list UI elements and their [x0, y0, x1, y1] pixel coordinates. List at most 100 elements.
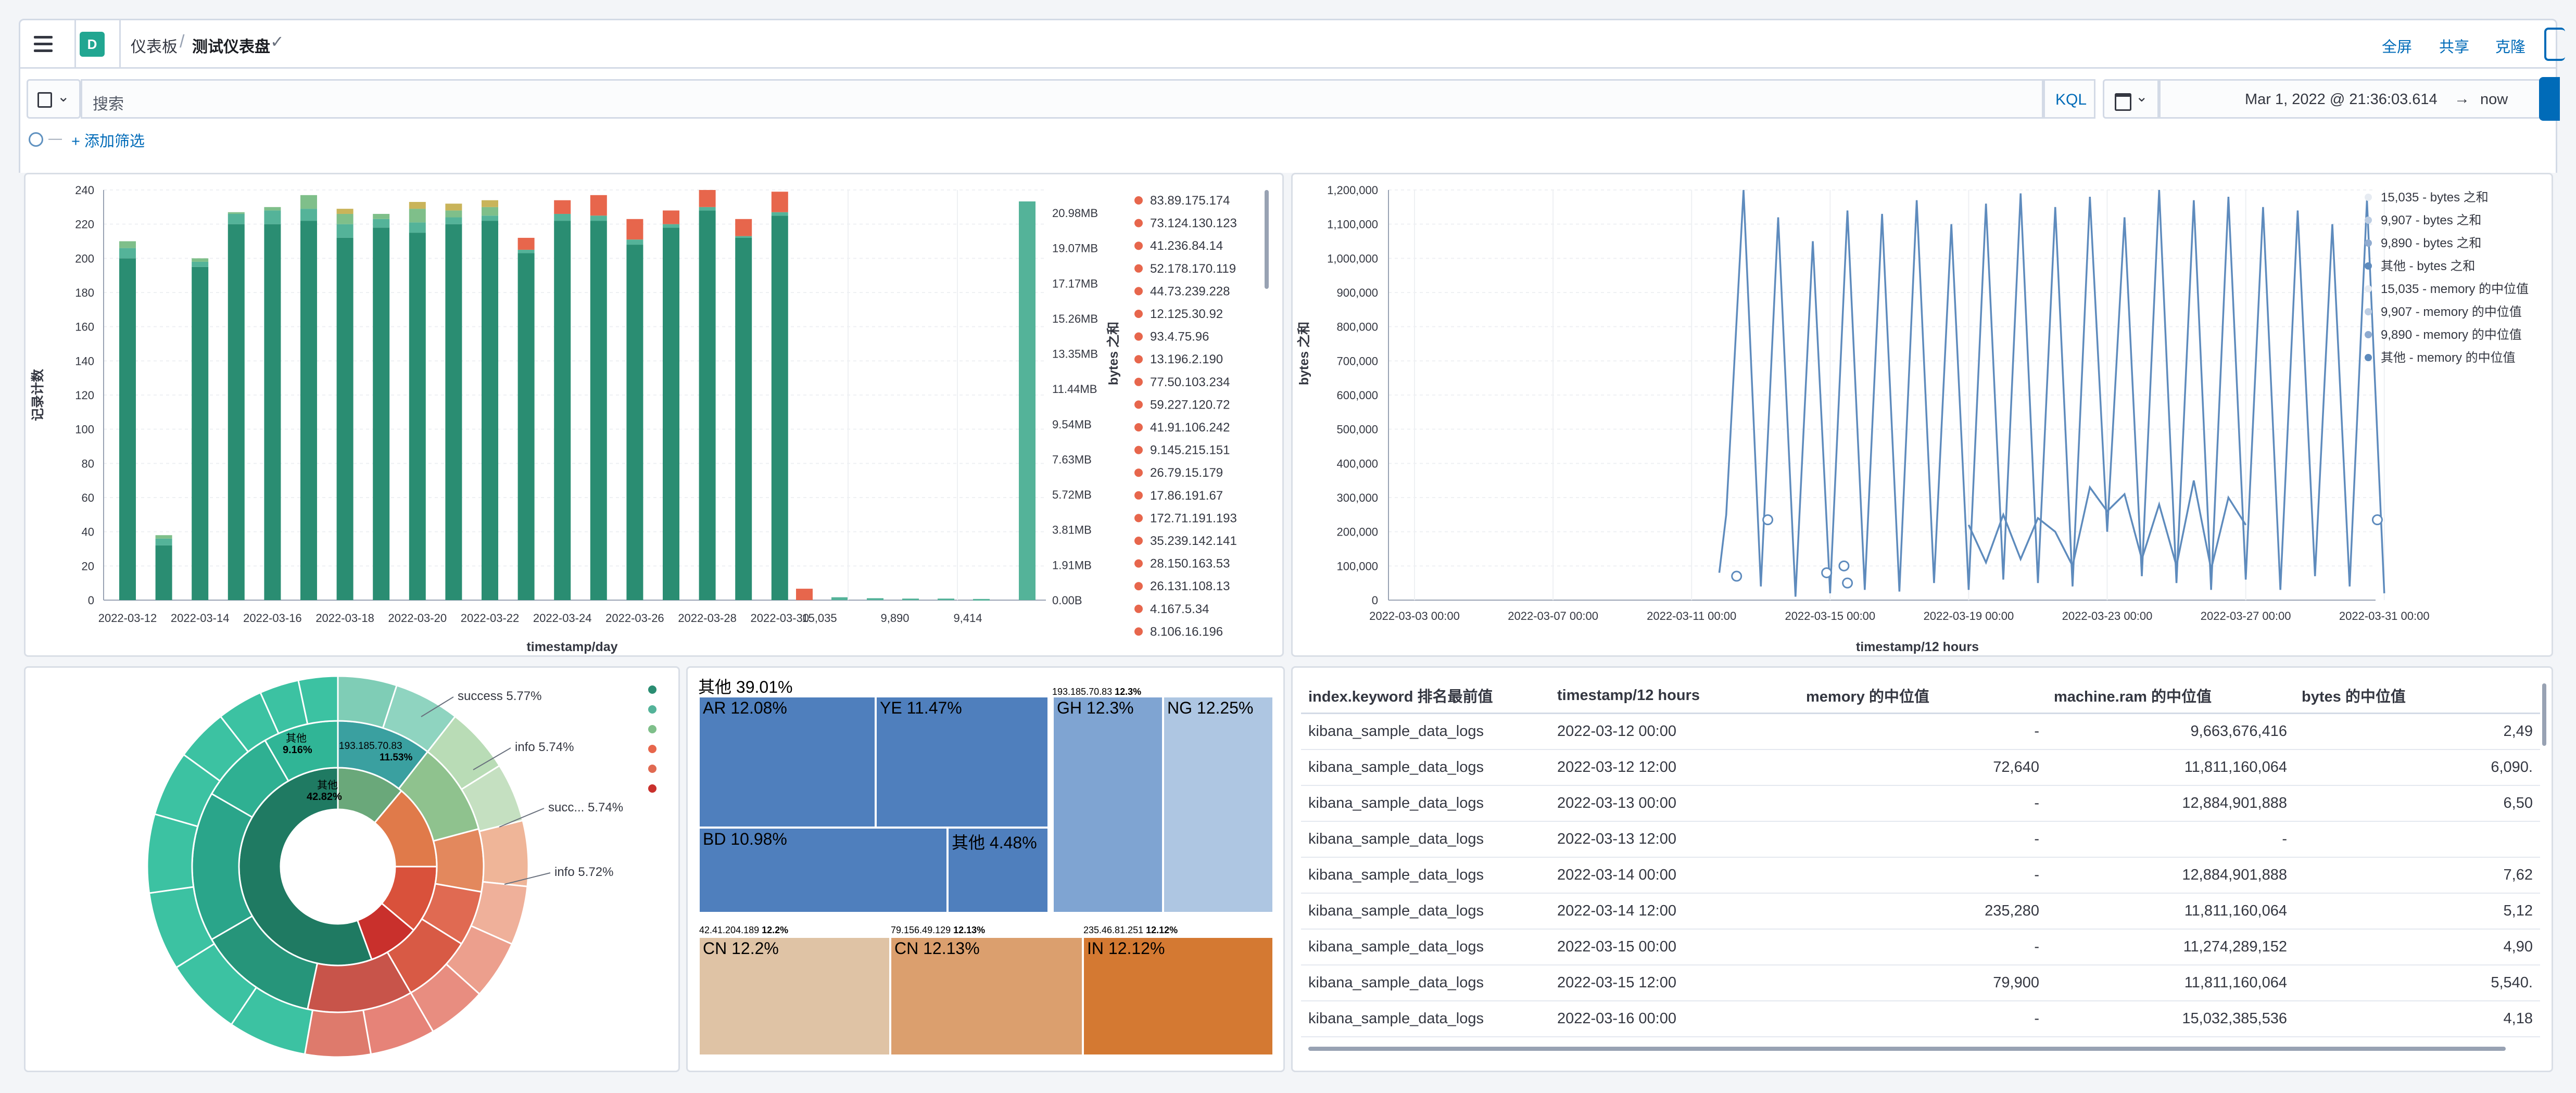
legend-dot	[2365, 262, 2372, 270]
bar-segment	[482, 207, 498, 216]
bar-segment	[482, 221, 498, 601]
bytes-bar	[1019, 201, 1036, 600]
table-row[interactable]: kibana_sample_data_logs 2022-03-12 12:00 7…	[1301, 749, 2540, 786]
bar-segment	[699, 190, 716, 207]
clone-link[interactable]: 克隆	[2495, 39, 2526, 56]
legend-dot	[1134, 423, 1143, 431]
legend-dot	[1134, 537, 1143, 545]
y-tick-label: 900,000	[1336, 286, 1378, 299]
bar-segment	[373, 219, 390, 228]
inner-label: 其他	[286, 732, 307, 744]
legend-item: 其他 - bytes 之和	[2381, 259, 2475, 273]
edit-button[interactable]	[2544, 28, 2565, 61]
bar-segment	[373, 213, 390, 219]
inner-label: 9.16%	[283, 744, 312, 756]
legend-item: 44.73.239.228	[1150, 284, 1230, 298]
sunburst-slice	[297, 675, 339, 725]
time-end[interactable]: now	[2480, 91, 2508, 108]
bar-chart: 0 20 40 60 80 100 120 140 160 180 200 220 240 记录计数 tim…	[31, 184, 1237, 654]
x-tick-label: 2022-03-15 00:00	[1785, 609, 1875, 622]
column-header-timestamp[interactable]: timestamp/12 hours	[1550, 678, 1799, 714]
data-point	[1731, 570, 1742, 582]
bar-segment	[771, 212, 788, 216]
saved-query-button[interactable]: ⌄	[27, 79, 81, 119]
table-cell: -	[1799, 785, 2047, 822]
y-tick-label: 0	[1372, 594, 1378, 607]
legend-item: 8.106.16.196	[1150, 625, 1223, 639]
share-link[interactable]: 共享	[2439, 39, 2470, 56]
legend-item: 12.125.30.92	[1150, 307, 1223, 321]
y-tick-label: 120	[75, 389, 94, 402]
y-tick-label: 220	[75, 218, 94, 231]
legend-dot	[2365, 194, 2372, 201]
y-tick-label: 300,000	[1336, 491, 1378, 504]
sunburst-slice	[304, 1009, 372, 1058]
menu-icon[interactable]	[34, 36, 53, 53]
space-avatar[interactable]: D	[80, 32, 105, 57]
bar-segment	[119, 241, 136, 248]
legend-item: 其他 - memory 的中位值	[2381, 351, 2516, 365]
date-range-picker[interactable]: Mar 1, 2022 @ 21:36:03.614 → now	[2159, 79, 2544, 119]
bar-segment	[155, 535, 172, 539]
treemap-cell-other[interactable]: 其他 4.48%	[947, 827, 1049, 913]
legend-dot	[648, 725, 656, 733]
table-cell: kibana_sample_data_logs	[1301, 821, 1550, 858]
table-row[interactable]: kibana_sample_data_logs 2022-03-14 12:00 2…	[1301, 893, 2540, 930]
fullscreen-link[interactable]: 全屏	[2382, 39, 2413, 56]
legend-scrollbar[interactable]	[1265, 190, 1269, 289]
y2-tick-label: 11.44MB	[1052, 383, 1097, 396]
table-vertical-scrollbar[interactable]	[2542, 683, 2546, 746]
column-header-bytes[interactable]: bytes 的中位值	[2294, 678, 2540, 714]
bar-segment	[192, 261, 209, 267]
bar-segment	[663, 224, 679, 228]
table-cell: 5,540.	[2294, 965, 2540, 1001]
table-horizontal-scrollbar[interactable]	[1308, 1047, 2506, 1051]
legend-item: 15,035 - bytes 之和	[2381, 190, 2489, 205]
column-header-memory[interactable]: memory 的中位值	[1799, 678, 2047, 714]
table-cell: 11,811,160,064	[2047, 965, 2294, 1001]
column-header-index[interactable]: index.keyword 排名最前值	[1301, 678, 1550, 714]
filter-dash: —	[48, 130, 62, 146]
add-filter-link[interactable]: + 添加筛选	[71, 133, 145, 150]
treemap-cell-in[interactable]: IN 12.12%	[1082, 936, 1274, 1056]
legend-item: 9,907 - bytes 之和	[2381, 213, 2481, 227]
y-tick-label: 140	[75, 354, 94, 367]
search-input[interactable]: 搜索	[81, 79, 2043, 119]
bytes-bar	[867, 598, 883, 600]
bar-segment	[626, 219, 643, 240]
table-row[interactable]: kibana_sample_data_logs 2022-03-15 00:00-…	[1301, 929, 2540, 965]
treemap-cell-ye[interactable]: YE 11.47%	[875, 696, 1049, 828]
treemap-cell-bd[interactable]: BD 10.98%	[698, 827, 948, 913]
y2-tick-label: 13.35MB	[1052, 348, 1098, 361]
time-start[interactable]: Mar 1, 2022 @ 21:36:03.614	[2245, 91, 2438, 108]
x-axis-label: timestamp/day	[526, 640, 617, 654]
table-cell: -	[2047, 821, 2294, 858]
table-row[interactable]: kibana_sample_data_logs 2022-03-15 12:00 7…	[1301, 965, 2540, 1001]
bar-segment	[300, 195, 317, 209]
kql-button[interactable]: KQL	[2043, 79, 2095, 119]
table-row[interactable]: kibana_sample_data_logs 2022-03-12 00:00-…	[1301, 713, 2540, 750]
legend-dot	[648, 685, 656, 694]
table-row[interactable]: kibana_sample_data_logs 2022-03-14 00:00-…	[1301, 857, 2540, 894]
treemap-cell-cn1[interactable]: CN 12.2%	[698, 936, 891, 1056]
slice-label: info 5.72%	[554, 865, 613, 879]
treemap-cell-gh[interactable]: GH 12.3%	[1052, 696, 1164, 913]
bar-segment	[590, 221, 607, 601]
table-row[interactable]: kibana_sample_data_logs 2022-03-16 00:00-…	[1301, 1001, 2540, 1037]
treemap-cell-cn2[interactable]: CN 12.13%	[890, 936, 1083, 1056]
date-quick-menu[interactable]: ⌄	[2103, 79, 2159, 119]
refresh-button[interactable]	[2539, 77, 2560, 121]
table-cell: kibana_sample_data_logs	[1301, 785, 1550, 822]
treemap-cell-ar[interactable]: AR 12.08%	[698, 696, 876, 828]
breadcrumb-dashboards[interactable]: 仪表板	[131, 39, 178, 56]
column-header-ram[interactable]: machine.ram 的中位值	[2047, 678, 2294, 714]
table-cell: 4,18	[2294, 1001, 2540, 1037]
table-row[interactable]: kibana_sample_data_logs 2022-03-13 12:00-…	[1301, 821, 2540, 858]
y-tick-label: 1,100,000	[1327, 218, 1378, 231]
filter-icon[interactable]	[29, 132, 43, 147]
table-row[interactable]: kibana_sample_data_logs 2022-03-13 00:00-…	[1301, 785, 2540, 822]
bar-segment	[590, 195, 607, 216]
treemap-cell-ng[interactable]: NG 12.25%	[1163, 696, 1274, 913]
legend-dot	[1134, 219, 1143, 227]
bar-segment	[482, 200, 498, 207]
